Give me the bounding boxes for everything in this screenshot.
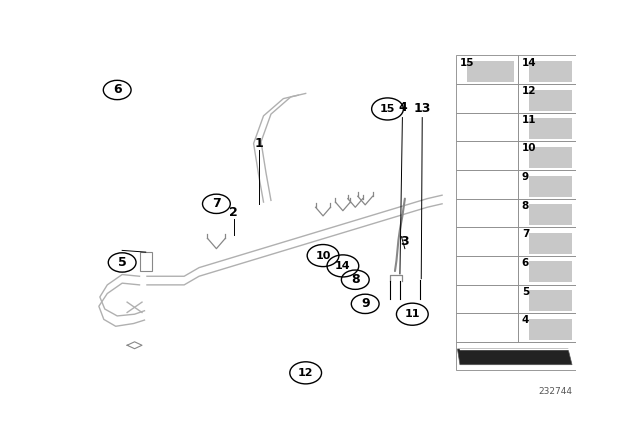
Polygon shape bbox=[458, 349, 572, 365]
Text: 10: 10 bbox=[316, 250, 331, 261]
Text: 12: 12 bbox=[298, 368, 314, 378]
Text: 3: 3 bbox=[401, 235, 409, 248]
Bar bbox=[456, 56, 518, 84]
Text: 11: 11 bbox=[522, 115, 536, 125]
Bar bbox=[456, 198, 518, 227]
Bar bbox=[456, 284, 518, 313]
Bar bbox=[529, 90, 572, 111]
Bar bbox=[518, 313, 576, 342]
Bar bbox=[529, 204, 572, 225]
Bar bbox=[467, 61, 515, 82]
Bar bbox=[518, 84, 576, 113]
Text: 2: 2 bbox=[229, 206, 238, 219]
Bar bbox=[529, 262, 572, 283]
Text: 11: 11 bbox=[404, 309, 420, 319]
Text: 14: 14 bbox=[522, 57, 536, 68]
Bar bbox=[456, 170, 518, 198]
Text: 9: 9 bbox=[361, 297, 369, 310]
Text: 13: 13 bbox=[413, 103, 431, 116]
Text: 7: 7 bbox=[212, 197, 221, 210]
Text: 7: 7 bbox=[522, 229, 529, 239]
Bar bbox=[456, 256, 518, 284]
Bar bbox=[456, 342, 576, 370]
Bar bbox=[518, 284, 576, 313]
Bar bbox=[518, 170, 576, 198]
Bar bbox=[456, 227, 518, 256]
Text: 6: 6 bbox=[113, 83, 122, 96]
Bar bbox=[529, 61, 572, 82]
Text: 12: 12 bbox=[522, 86, 536, 96]
Bar bbox=[529, 319, 572, 340]
Bar bbox=[529, 147, 572, 168]
Bar bbox=[529, 290, 572, 311]
Bar bbox=[456, 313, 518, 342]
Text: 5: 5 bbox=[118, 256, 127, 269]
Text: 15: 15 bbox=[460, 57, 474, 68]
Text: 8: 8 bbox=[351, 273, 360, 286]
Bar bbox=[529, 176, 572, 197]
Bar bbox=[529, 233, 572, 254]
Bar bbox=[456, 84, 518, 113]
Bar bbox=[456, 113, 518, 142]
Text: 14: 14 bbox=[335, 261, 351, 271]
Text: 10: 10 bbox=[522, 143, 536, 154]
Text: 9: 9 bbox=[522, 172, 529, 182]
Text: 6: 6 bbox=[522, 258, 529, 268]
Bar bbox=[518, 142, 576, 170]
Text: 5: 5 bbox=[522, 287, 529, 297]
Bar bbox=[456, 142, 518, 170]
Text: 4: 4 bbox=[398, 101, 407, 114]
Text: 15: 15 bbox=[380, 104, 396, 114]
Bar bbox=[518, 113, 576, 142]
Bar bbox=[518, 227, 576, 256]
Text: 8: 8 bbox=[522, 201, 529, 211]
Text: 1: 1 bbox=[254, 137, 263, 150]
Bar bbox=[518, 56, 576, 84]
Bar bbox=[140, 252, 152, 271]
Bar bbox=[518, 256, 576, 284]
Bar bbox=[529, 118, 572, 139]
Text: 232744: 232744 bbox=[538, 387, 573, 396]
Bar bbox=[518, 198, 576, 227]
Text: 4: 4 bbox=[522, 315, 529, 325]
